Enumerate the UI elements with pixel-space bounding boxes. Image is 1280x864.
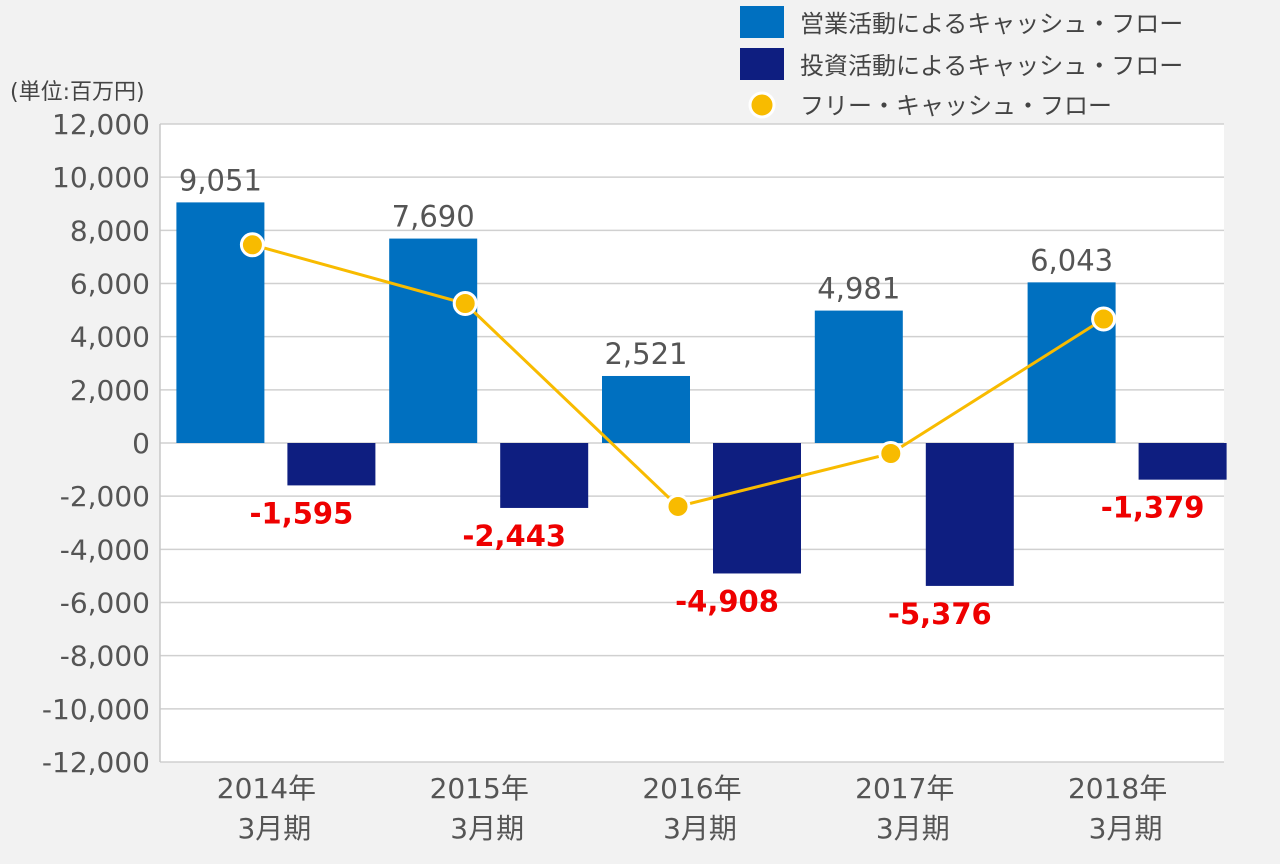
investing-cf-value-label: -1,595 xyxy=(250,496,354,530)
operating-cf-value-label: 7,690 xyxy=(392,200,475,234)
unit-label: (単位:百万円) xyxy=(10,80,145,105)
legend-swatch-investing-cf xyxy=(740,48,784,80)
y-tick-label: 2,000 xyxy=(70,374,150,407)
x-category-period: 3月期 xyxy=(237,812,311,845)
y-tick-label: 0 xyxy=(132,427,150,460)
y-axis: 12,000 10,000 8,000 6,000 4,000 2,000 0 -2,000 -… xyxy=(42,108,150,779)
x-category-year: 2015年 xyxy=(430,772,529,805)
y-tick-label: 12,000 xyxy=(52,108,150,141)
free-cash-flow-point xyxy=(452,291,478,317)
free-cash-flow-point xyxy=(878,441,904,467)
investing-cf-value-label: -1,379 xyxy=(1101,491,1205,525)
operating-cf-value-label: 2,521 xyxy=(604,337,687,371)
operating-cf-bar xyxy=(602,375,690,443)
investing-cf-value-label: -5,376 xyxy=(888,597,992,631)
investing-cf-bar xyxy=(925,443,1014,586)
operating-cf-bar xyxy=(814,310,903,443)
legend-marker-free-cf xyxy=(748,91,776,119)
y-tick-label: 8,000 xyxy=(70,214,150,247)
free-cash-flow-point xyxy=(239,232,265,258)
operating-cf-bar xyxy=(389,238,478,443)
x-axis: 2014年 3月期 2015年 3月期 2016年 3月期 2017年 3月期 2018年 3月期 xyxy=(217,772,1167,845)
operating-cf-value-label: 9,051 xyxy=(179,163,262,197)
x-category-period: 3月期 xyxy=(1089,812,1163,845)
data-labels: 9,051 -1,595 7,690 -2,443 2,521 -4,908 4,981 -5… xyxy=(179,163,1205,631)
legend-label-investing-cf: 投資活動によるキャッシュ・フロー xyxy=(800,52,1183,80)
x-category-year: 2014年 xyxy=(217,772,316,805)
y-tick-label: -6,000 xyxy=(60,587,150,620)
legend-label-operating-cf: 営業活動によるキャッシュ・フロー xyxy=(800,10,1183,38)
legend-label-free-cf: フリー・キャッシュ・フロー xyxy=(800,92,1112,120)
investing-cf-bar xyxy=(287,443,376,486)
investing-cf-value-label: -2,443 xyxy=(462,519,566,553)
x-category-period: 3月期 xyxy=(663,812,737,845)
grid-lines xyxy=(159,123,1224,763)
x-category-year: 2016年 xyxy=(642,772,741,805)
y-tick-label: -10,000 xyxy=(42,693,150,726)
operating-cf-value-label: 6,043 xyxy=(1030,243,1113,277)
x-category-year: 2017年 xyxy=(855,772,954,805)
free-cash-flow-line xyxy=(239,232,1117,519)
operating-cf-bar xyxy=(1027,282,1116,443)
free-cash-flow-point xyxy=(1091,306,1117,332)
x-category-period: 3月期 xyxy=(450,812,524,845)
legend-swatch-operating-cf xyxy=(740,6,784,38)
investing-cf-bar xyxy=(713,443,801,574)
y-tick-label: 10,000 xyxy=(52,161,150,194)
x-category-period: 3月期 xyxy=(876,812,950,845)
operating-cf-value-label: 4,981 xyxy=(817,272,900,306)
y-tick-label: -12,000 xyxy=(42,746,150,779)
y-tick-label: 6,000 xyxy=(70,268,150,301)
y-tick-label: 4,000 xyxy=(70,321,150,354)
legend: 営業活動によるキャッシュ・フロー投資活動によるキャッシュ・フローフリー・キャッシ… xyxy=(740,6,1183,120)
y-tick-label: -4,000 xyxy=(60,533,150,566)
x-category-year: 2018年 xyxy=(1068,772,1167,805)
investing-cf-bar xyxy=(1138,443,1227,480)
free-cash-flow-point xyxy=(665,493,691,519)
investing-cf-value-label: -4,908 xyxy=(675,584,779,618)
y-tick-label: -8,000 xyxy=(60,640,150,673)
bars xyxy=(176,202,1227,586)
investing-cf-bar xyxy=(500,443,589,508)
y-tick-label: -2,000 xyxy=(60,480,150,513)
